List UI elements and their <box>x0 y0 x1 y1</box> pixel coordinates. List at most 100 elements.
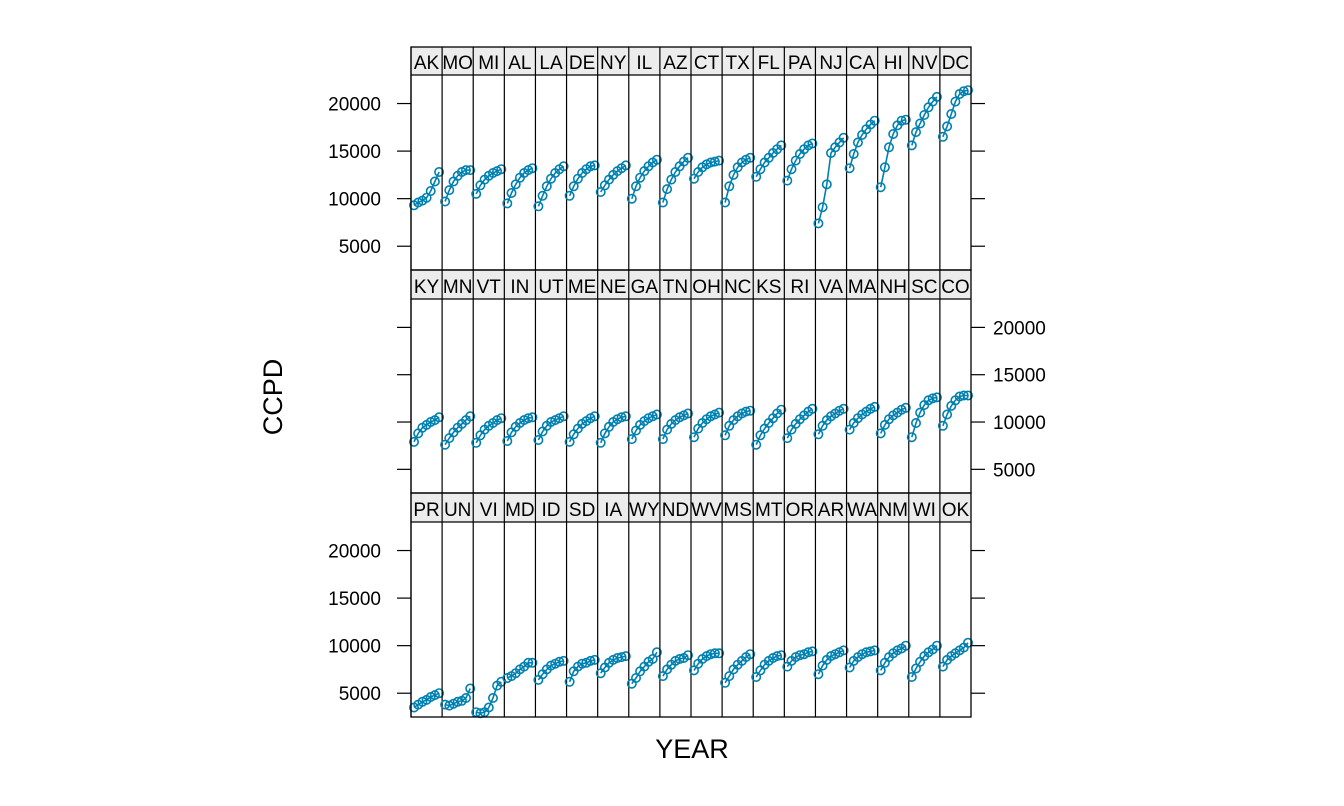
panel-wa: WA <box>844 493 880 717</box>
data-point <box>452 696 463 707</box>
data-point <box>821 179 832 190</box>
strip-label: KS <box>756 277 781 298</box>
strip-background <box>659 270 691 299</box>
strip-label: CT <box>694 53 720 74</box>
data-point <box>942 409 953 420</box>
data-point <box>616 412 627 423</box>
data-point <box>852 137 863 148</box>
data-point <box>666 174 677 185</box>
strip-label: AR <box>818 500 844 521</box>
strip-background <box>504 270 536 299</box>
y-tick-label: 5000 <box>339 237 381 258</box>
data-point <box>751 439 762 450</box>
data-point <box>813 218 824 229</box>
panel-vi: VI <box>471 493 507 719</box>
y-tick-label: 15000 <box>328 589 381 610</box>
strip-background <box>628 270 660 299</box>
panel-ga: GA <box>626 270 662 493</box>
data-point <box>838 645 849 656</box>
data-point <box>931 392 942 403</box>
data-point <box>682 650 693 661</box>
strip-label: MD <box>505 500 535 521</box>
data-point <box>937 420 948 431</box>
data-point <box>709 156 720 167</box>
data-point <box>714 648 725 659</box>
data-point <box>496 164 507 175</box>
panel-co: CO <box>937 270 973 493</box>
series-line <box>817 137 845 224</box>
data-point <box>523 413 534 424</box>
panel-ak: AK <box>408 47 445 270</box>
y-tick-label: 20000 <box>993 318 1046 339</box>
data-point <box>630 181 641 192</box>
data-point <box>807 403 818 414</box>
data-point <box>782 175 793 186</box>
strip-label: OK <box>942 500 970 521</box>
strip-label: KY <box>414 277 440 298</box>
data-point <box>900 640 911 651</box>
strip-background <box>753 493 785 522</box>
x-axis-title: YEAR <box>655 734 729 764</box>
data-point <box>541 181 552 192</box>
panel-or: OR <box>782 493 818 717</box>
y-tick-label: 10000 <box>328 190 381 211</box>
data-point <box>483 702 494 713</box>
data-point <box>745 649 756 660</box>
panel-nj: NJ <box>813 47 849 270</box>
strip-label: MS <box>723 500 752 521</box>
data-point <box>942 121 953 132</box>
data-point <box>620 651 631 662</box>
data-point <box>875 182 886 193</box>
data-point <box>682 408 693 419</box>
strip-label: PA <box>788 53 812 74</box>
panel-ri: RI <box>782 270 818 493</box>
data-point <box>471 188 482 199</box>
strip-background <box>722 270 754 299</box>
strip-background <box>411 493 443 522</box>
data-point <box>776 650 787 661</box>
data-point <box>958 86 969 97</box>
panel-al: AL <box>502 47 538 270</box>
data-point <box>408 436 419 447</box>
data-point <box>657 197 668 208</box>
panel-nc: NC <box>720 270 756 493</box>
panel-ct: CT <box>688 47 725 270</box>
strip-background <box>597 270 629 299</box>
data-point <box>937 131 948 142</box>
data-point <box>958 390 969 401</box>
data-point <box>786 164 797 175</box>
strip-label: OR <box>786 500 815 521</box>
strip-background <box>504 47 536 75</box>
data-point <box>502 198 513 209</box>
strip-background <box>877 270 909 299</box>
strip-background <box>628 47 660 75</box>
data-point <box>564 190 575 201</box>
panel-mn: MN <box>440 270 476 493</box>
strip-label: IL <box>636 53 652 74</box>
strip-label: NJ <box>819 53 842 74</box>
data-point <box>460 165 471 176</box>
strip-label: VT <box>477 277 502 298</box>
strip-label: PR <box>413 500 439 521</box>
data-point <box>577 658 588 669</box>
data-point <box>523 657 534 668</box>
strip-background <box>939 270 971 299</box>
strip-background <box>442 270 474 299</box>
y-tick-label: 20000 <box>328 95 381 116</box>
strip-background <box>442 47 474 75</box>
strip-label: NM <box>878 500 908 521</box>
strip-background <box>815 270 847 299</box>
strip-background <box>566 47 598 75</box>
data-point <box>962 85 973 96</box>
strip-label: TN <box>663 277 688 298</box>
panel-un: UN <box>440 493 476 717</box>
strip-background <box>877 493 909 522</box>
data-point <box>906 671 917 682</box>
strip-label: NV <box>911 53 938 74</box>
data-point <box>533 201 544 212</box>
data-point <box>506 188 517 199</box>
data-point <box>838 403 849 414</box>
strip-label: MT <box>755 500 783 521</box>
panel-mo: MO <box>440 47 476 270</box>
panel-ca: CA <box>844 47 880 270</box>
